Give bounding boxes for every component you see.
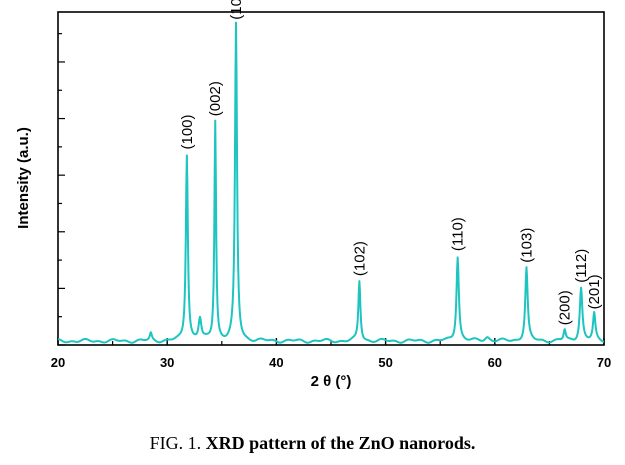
peak-label: (200) (557, 290, 574, 325)
caption-text: XRD pattern of the ZnO nanorods. (205, 433, 476, 453)
peak-label: (100) (179, 114, 196, 149)
x-tick-label: 30 (160, 355, 174, 370)
peak-label: (101) (228, 0, 245, 20)
plot-frame (57, 11, 605, 346)
x-tick-label: 20 (51, 355, 65, 370)
x-tick-label: 50 (378, 355, 392, 370)
figure-caption: FIG. 1. XRD pattern of the ZnO nanorods. (0, 433, 625, 454)
caption-prefix: FIG. 1. (149, 433, 206, 453)
x-tick-label: 70 (597, 355, 611, 370)
x-tick-label: 60 (488, 355, 502, 370)
y-axis-ticks (58, 33, 65, 346)
peak-labels: (100) (002) (101) (102) (110) (103) (200) (112)… (179, 0, 603, 325)
x-axis-title: 2 θ (°) (311, 373, 352, 390)
xrd-pattern-line (57, 21, 605, 344)
peak-label: (103) (519, 228, 536, 263)
peak-label: (112) (573, 249, 590, 283)
peak-label: (102) (351, 241, 368, 276)
y-axis-title: Intensity (a.u.) (15, 127, 32, 229)
peak-label: (110) (450, 217, 467, 251)
peak-label: (002) (207, 81, 224, 116)
peak-label: (201) (586, 274, 603, 309)
x-tick-label: 40 (269, 355, 283, 370)
